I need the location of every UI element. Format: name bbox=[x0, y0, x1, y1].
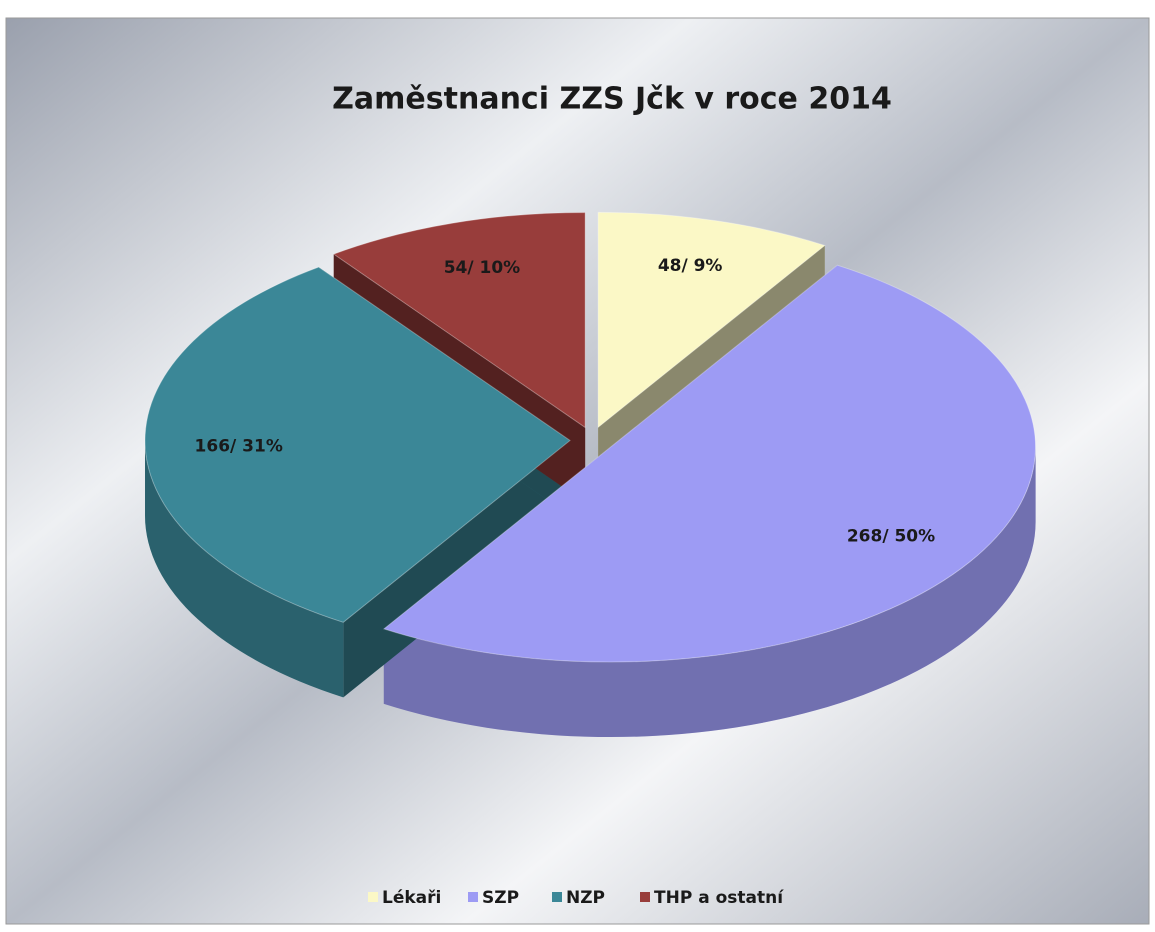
chart-title: Zaměstnanci ZZS Jčk v roce 2014 bbox=[332, 82, 892, 117]
slice-side bbox=[383, 447, 1036, 738]
pie: 48/ 9% 268/ 50% 166/ 31% 54/ 10% bbox=[144, 211, 1036, 738]
slice bbox=[332, 211, 586, 429]
data-label: 268/ 50% bbox=[847, 527, 935, 547]
legend-label: SZP bbox=[482, 888, 519, 908]
legend-swatch bbox=[552, 892, 562, 902]
legend-swatch bbox=[640, 892, 650, 902]
slice bbox=[144, 266, 571, 623]
slice-side-shade bbox=[383, 447, 1036, 738]
legend-label: NZP bbox=[566, 888, 605, 908]
legend-swatch bbox=[368, 892, 378, 902]
data-label: 54/ 10% bbox=[444, 258, 520, 278]
data-label: 166/ 31% bbox=[195, 436, 283, 456]
data-label: 48/ 9% bbox=[658, 256, 723, 276]
slice bbox=[597, 211, 826, 429]
slice-side bbox=[145, 440, 344, 698]
legend: Lékaři SZP NZP THP a ostatní bbox=[368, 888, 784, 908]
legend-label: Lékaři bbox=[382, 888, 441, 908]
legend-swatch bbox=[468, 892, 478, 902]
legend-label: THP a ostatní bbox=[654, 888, 784, 908]
slice-side-shade bbox=[145, 440, 344, 698]
slice bbox=[382, 264, 1036, 663]
